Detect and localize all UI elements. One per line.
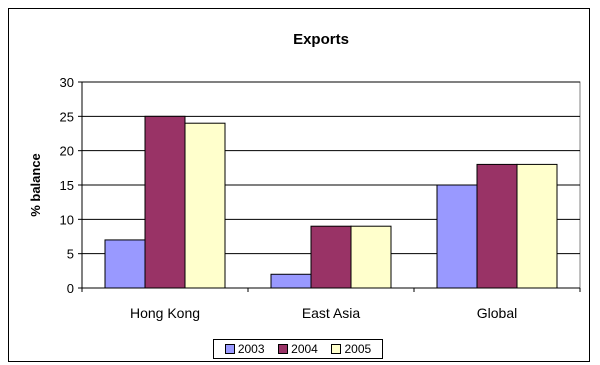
legend-label-2005: 2005 bbox=[344, 342, 372, 356]
bar-hong-kong-2005 bbox=[184, 122, 226, 289]
bar-global-2005 bbox=[516, 163, 558, 289]
y-tick-label-15: 15 bbox=[60, 178, 74, 193]
legend-swatch-2005 bbox=[331, 344, 342, 354]
bar-global-2004 bbox=[476, 163, 518, 289]
x-tick-label-east-asia: East Asia bbox=[302, 305, 361, 321]
chart-title: Exports bbox=[293, 31, 349, 48]
legend-item-2003: 2003 bbox=[224, 342, 265, 356]
y-tick-label-0: 0 bbox=[67, 281, 74, 296]
y-tick-label-20: 20 bbox=[60, 144, 74, 159]
bar-east-asia-2005 bbox=[350, 225, 392, 289]
plot-area: 0 5 10 15 20 25 30 Hong Kong East Asia Global bbox=[60, 75, 581, 321]
legend-item-2005: 2005 bbox=[331, 342, 371, 356]
bar-hong-kong-2004 bbox=[144, 115, 186, 289]
y-tick-label-10: 10 bbox=[60, 212, 74, 227]
legend-label-2004: 2004 bbox=[291, 342, 318, 356]
x-tick-label-hong-kong: Hong Kong bbox=[130, 305, 200, 321]
bar-east-asia-2003 bbox=[270, 273, 312, 289]
bar-global-2003 bbox=[436, 184, 478, 289]
y-axis-label: % balance bbox=[28, 153, 43, 217]
legend-swatch-2003 bbox=[224, 344, 235, 354]
y-tick-label-25: 25 bbox=[60, 109, 74, 124]
x-tick-label-global: Global bbox=[477, 305, 517, 321]
y-tick-label-5: 5 bbox=[67, 247, 74, 262]
legend: 2003 2004 2005 bbox=[213, 339, 383, 359]
legend-label-2003: 2003 bbox=[237, 342, 265, 356]
y-tick-label-30: 30 bbox=[60, 75, 74, 90]
bar-hong-kong-2003 bbox=[104, 239, 146, 289]
legend-item-2004: 2004 bbox=[278, 342, 318, 356]
legend-swatch-2004 bbox=[278, 344, 289, 354]
bar-east-asia-2004 bbox=[310, 225, 352, 289]
